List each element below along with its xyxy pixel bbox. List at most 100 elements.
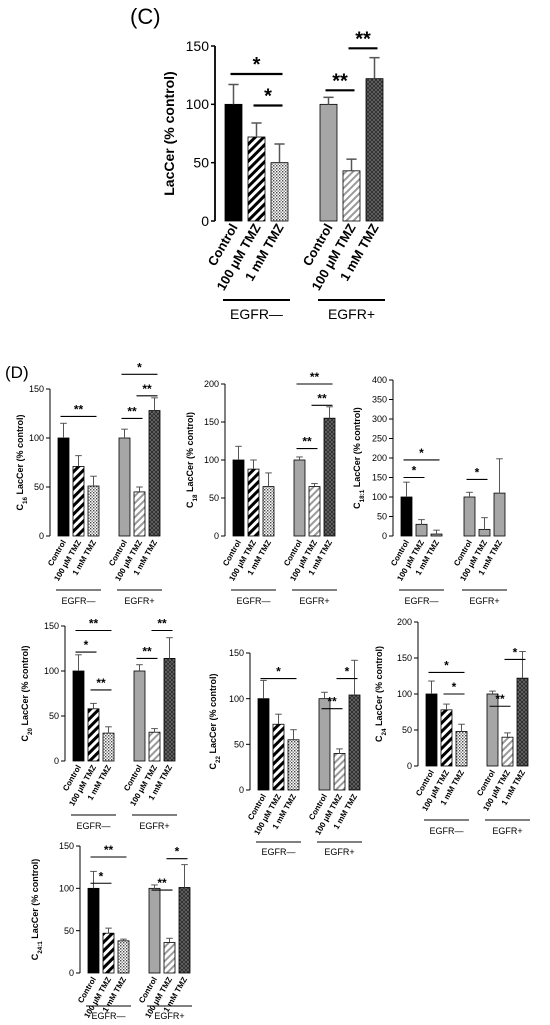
significance-label: * bbox=[412, 464, 417, 478]
bar bbox=[318, 698, 331, 791]
bar bbox=[102, 732, 115, 762]
bar bbox=[148, 410, 161, 537]
chart-D3: 0 50 100 150 200 250 300 350 400 C18:1 LacCer (% … bbox=[352, 375, 507, 606]
y-tick-label: 0 bbox=[407, 761, 412, 771]
y-tick-label: 50 bbox=[234, 739, 244, 749]
group-label: EGFR+ bbox=[492, 826, 522, 836]
y-tick-label: 0 bbox=[239, 785, 244, 795]
bar bbox=[323, 417, 336, 537]
y-tick-label: 150 bbox=[59, 841, 74, 851]
bar bbox=[348, 694, 361, 791]
y-axis-label: C16 LacCer (% control) bbox=[15, 414, 29, 510]
significance-label: * bbox=[175, 845, 180, 859]
significance-label: ** bbox=[355, 28, 371, 50]
panel-label: (C) bbox=[130, 4, 161, 29]
bar bbox=[72, 466, 85, 537]
significance-label: * bbox=[137, 360, 142, 374]
significance-label: ** bbox=[142, 382, 152, 396]
y-tick-label: 150 bbox=[229, 648, 244, 658]
significance-label: ** bbox=[96, 676, 106, 690]
significance-label: ** bbox=[74, 402, 84, 416]
group-label: EGFR+ bbox=[139, 821, 169, 831]
y-tick-label: 100 bbox=[204, 455, 219, 465]
bar bbox=[262, 486, 275, 537]
bar bbox=[247, 136, 266, 222]
bar bbox=[87, 485, 100, 537]
bar bbox=[455, 731, 468, 767]
y-tick-label: 100 bbox=[229, 694, 244, 704]
y-tick-label: 150 bbox=[372, 473, 387, 483]
y-axis-label: C24 LacCer (% control) bbox=[374, 646, 388, 742]
group-label: EGFR— bbox=[61, 596, 95, 606]
y-tick-label: 100 bbox=[29, 433, 44, 443]
bar bbox=[163, 942, 176, 974]
group-label: EGFR— bbox=[91, 1011, 125, 1021]
group-label: EGFR— bbox=[404, 596, 438, 606]
bar bbox=[72, 670, 85, 762]
y-tick-label: 50 bbox=[34, 482, 44, 492]
bar bbox=[87, 887, 100, 974]
group-label: EGFR+ bbox=[328, 306, 375, 322]
bar bbox=[516, 677, 529, 767]
group-label: EGFR+ bbox=[324, 847, 354, 857]
group-label: EGFR— bbox=[429, 826, 463, 836]
bar bbox=[102, 932, 115, 974]
bar bbox=[87, 708, 100, 762]
bar bbox=[270, 162, 289, 222]
significance-label: ** bbox=[495, 692, 505, 706]
bar bbox=[287, 739, 300, 791]
bar bbox=[463, 496, 476, 537]
bar bbox=[365, 78, 384, 222]
significance-label: ** bbox=[327, 695, 337, 709]
group-label: EGFR— bbox=[230, 306, 283, 322]
bar bbox=[415, 523, 428, 537]
y-tick-label: 350 bbox=[372, 395, 387, 405]
significance-label: ** bbox=[89, 617, 99, 631]
y-tick-label: 150 bbox=[44, 621, 59, 631]
group-label: EGFR+ bbox=[299, 596, 329, 606]
bar bbox=[148, 731, 161, 762]
significance-label: * bbox=[345, 665, 350, 679]
group-label: EGFR+ bbox=[469, 596, 499, 606]
significance-label: ** bbox=[157, 617, 167, 631]
bar bbox=[117, 940, 130, 974]
significance-label: ** bbox=[317, 391, 327, 405]
y-axis-label: C18 LacCer (% control) bbox=[185, 412, 199, 508]
panel-label: (D) bbox=[5, 363, 29, 382]
group-label: EGFR— bbox=[236, 596, 270, 606]
significance-label: ** bbox=[302, 435, 312, 449]
significance-label: * bbox=[276, 665, 281, 679]
bar bbox=[178, 887, 191, 974]
y-tick-label: 0 bbox=[214, 531, 219, 541]
bar bbox=[293, 459, 306, 537]
y-tick-label: 150 bbox=[204, 417, 219, 427]
y-tick-label: 0 bbox=[69, 968, 74, 978]
bar bbox=[148, 887, 161, 974]
y-axis-label: C20 LacCer (% control) bbox=[20, 645, 34, 741]
bar bbox=[257, 698, 270, 791]
y-tick-label: 100 bbox=[44, 666, 59, 676]
y-tick-label: 50 bbox=[193, 155, 209, 171]
significance-label: ** bbox=[142, 644, 152, 658]
bar bbox=[400, 496, 413, 537]
bar bbox=[430, 533, 443, 537]
bar bbox=[440, 709, 453, 767]
y-tick-label: 0 bbox=[201, 213, 209, 229]
significance-label: * bbox=[475, 465, 480, 479]
y-tick-label: 100 bbox=[59, 883, 74, 893]
y-axis-label: C22 LacCer (% control) bbox=[208, 673, 222, 769]
bar bbox=[133, 670, 146, 762]
significance-label: ** bbox=[104, 843, 114, 857]
bar bbox=[272, 723, 285, 791]
y-axis-label: LacCer (% control) bbox=[161, 71, 177, 195]
bar bbox=[493, 492, 506, 537]
significance-label: * bbox=[419, 446, 424, 460]
bar bbox=[319, 103, 338, 222]
y-tick-label: 0 bbox=[39, 531, 44, 541]
y-tick-label: 200 bbox=[397, 617, 412, 627]
